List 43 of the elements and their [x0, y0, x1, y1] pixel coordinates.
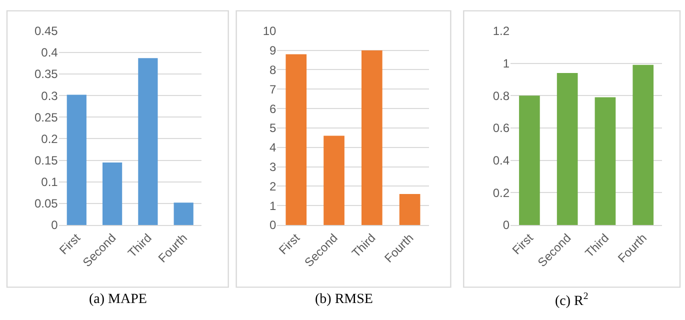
bar	[361, 50, 382, 226]
y-tick-label: 0.15	[34, 154, 58, 168]
y-tick-label: 0.4	[41, 46, 58, 60]
text: (b) RMSE	[315, 292, 373, 307]
y-tick-label: 3	[270, 160, 277, 174]
y-tick-label: 9	[270, 44, 277, 58]
y-tick-label: 1.2	[492, 24, 510, 38]
bar	[556, 72, 578, 226]
bar	[399, 194, 420, 226]
text: (a) MAPE	[89, 292, 147, 307]
text: (c) R$^{2}$	[555, 291, 588, 309]
y-tick-label: 0.2	[492, 186, 510, 200]
y-tick-label: 0.05	[34, 196, 58, 211]
bar	[174, 202, 194, 226]
y-tick-label: 0.2	[41, 132, 58, 146]
y-tick-label: 8	[270, 62, 277, 77]
y-tick-label: 5	[270, 121, 277, 136]
y-tick-label: 0.35	[34, 67, 58, 82]
y-tick-label: 0.6	[492, 121, 510, 136]
bar	[632, 64, 654, 226]
y-tick-label: 10	[262, 24, 277, 38]
y-tick-label: 0.4	[492, 154, 510, 168]
y-tick-label: 7	[270, 82, 277, 96]
y-tick-label: 2	[270, 179, 277, 194]
y-tick-label: 4	[270, 140, 277, 155]
y-tick-label: 0	[502, 218, 510, 232]
bar	[102, 162, 122, 226]
bar	[519, 96, 540, 226]
y-tick-label: 6	[270, 102, 277, 116]
y-tick-label: 0	[270, 218, 277, 232]
y-tick-label: 1	[270, 198, 277, 213]
y-tick-label: 1	[502, 56, 510, 70]
y-tick-label: 0	[51, 218, 58, 232]
y-tick-label: 0.8	[492, 88, 510, 103]
y-tick-label: 0.25	[34, 110, 58, 124]
bar	[286, 54, 307, 226]
y-tick-label: 0.1	[41, 175, 58, 190]
bar	[138, 58, 158, 226]
bar	[594, 97, 616, 226]
y-tick-label: 0.3	[41, 88, 58, 103]
bar	[66, 94, 86, 226]
y-tick-label: 0.45	[34, 24, 58, 38]
bar	[324, 136, 344, 226]
